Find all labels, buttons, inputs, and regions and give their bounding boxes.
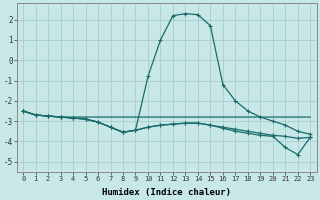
X-axis label: Humidex (Indice chaleur): Humidex (Indice chaleur) (102, 188, 231, 197)
